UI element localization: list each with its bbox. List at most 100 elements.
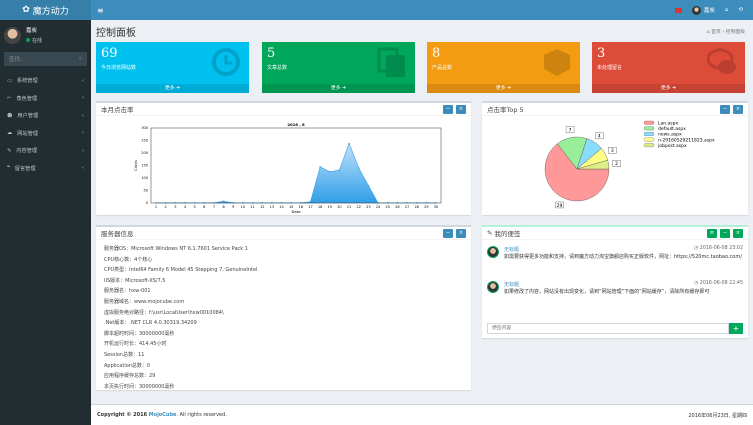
x-tick-label: 12 (260, 205, 264, 209)
chevron-left-icon: ‹ (81, 165, 84, 172)
edit-icon: ✎ (7, 147, 12, 154)
slice-label: 29 (557, 203, 563, 209)
app-logo[interactable]: ✿ 魔方动力 (0, 0, 91, 20)
x-tick-label: 17 (308, 205, 312, 209)
x-tick-label: 4 (184, 205, 187, 209)
note-item: 无标题 ◷ 2016-06-08 22:45 如果修改了内容，网站没有出现变化，请到… (482, 275, 748, 310)
files-icon (377, 47, 405, 77)
collapse-button[interactable]: − (720, 228, 730, 238)
slice-label: 2 (615, 161, 618, 167)
x-tick-label: 22 (357, 205, 361, 209)
area-series (155, 142, 437, 204)
x-tick-label: 10 (241, 205, 245, 209)
search-icon[interactable]: ⌕ (78, 55, 82, 62)
clock-icon (212, 48, 240, 76)
breadcrumb-home[interactable]: 首页 (711, 30, 721, 35)
chevron-left-icon: ‹ (81, 77, 84, 84)
data-point (328, 170, 331, 173)
logo-icon: ✿ (22, 5, 30, 15)
x-tick-label: 28 (414, 205, 418, 209)
collapse-button[interactable]: − (443, 228, 453, 238)
breadcrumb: ⌂ 首页 › 控制面板 (706, 30, 745, 35)
legend-entry: default.aspx (658, 126, 686, 132)
x-tick-label: 29 (424, 205, 428, 209)
data-point (367, 184, 370, 187)
note-title[interactable]: 无标题 (504, 247, 520, 253)
list-button[interactable]: ≡ (707, 228, 717, 238)
avatar (691, 5, 701, 15)
sidebar-item-0[interactable]: ▭ 系统管理 ‹ (7, 77, 84, 85)
collapse-button[interactable]: − (443, 104, 453, 114)
slice-label-box (555, 201, 564, 209)
legend-entry: jobpost.aspx (657, 143, 687, 149)
flag-icon[interactable] (674, 7, 682, 13)
slice-label-box (612, 160, 621, 167)
server-info-line: 虚拟服务绝对路径：f:\usr\LocalUser\hxw0010084\ (104, 309, 224, 316)
cloud-icon: ☁ (7, 130, 13, 137)
role-icon: ⌐ (7, 95, 12, 102)
page-title: 控制面板 (96, 28, 136, 39)
close-button[interactable]: × (733, 228, 743, 238)
user-menu[interactable]: 嘉炭 (691, 5, 715, 15)
top5-panel: 点击率Top 5− × 29 Lan.aspx 7 default.aspx 4 news.… (482, 101, 748, 215)
slice-label: 3 (611, 148, 614, 154)
data-point (348, 142, 350, 145)
server-info-line: 开机运行时长：414.45小时 (104, 341, 167, 348)
server-info-line: Application总数：0 (104, 362, 151, 369)
sidebar-item-1[interactable]: ⌐ 角色管理 ‹ (7, 95, 84, 102)
more-link[interactable]: 更多 ➜ (96, 84, 249, 93)
more-link[interactable]: 更多 ➜ (592, 84, 745, 93)
y-tick-label: 200 (141, 151, 148, 155)
x-tick-label: 27 (405, 205, 409, 209)
x-tick-label: 2 (165, 205, 167, 209)
close-button[interactable]: × (733, 104, 743, 114)
home-icon[interactable]: ⌂ (724, 7, 729, 13)
close-button[interactable]: × (456, 228, 466, 238)
chevron-left-icon: ‹ (81, 95, 84, 102)
server-info-line: CPU类型：Intel64 Family 6 Model 45 Stepping… (104, 267, 258, 274)
comments-icon (707, 48, 736, 74)
top5-pie-chart: 29 Lan.aspx 7 default.aspx 4 news.aspx 3 n-2016… (544, 121, 715, 209)
note-input[interactable] (487, 323, 729, 334)
x-tick-label: 6 (203, 205, 205, 209)
add-note-button[interactable]: + (729, 323, 743, 334)
legend-swatch (643, 126, 655, 131)
x-tick-label: 23 (366, 205, 370, 209)
y-tick-label: 150 (141, 164, 148, 168)
server-info-line: 脚本超时时间：30000000毫秒 (104, 330, 175, 337)
x-tick-label: 5 (194, 205, 196, 209)
brand-link[interactable]: MojoCube (148, 412, 177, 418)
data-point (319, 165, 321, 168)
online-dot-icon (26, 38, 30, 42)
cube-icon (544, 49, 570, 76)
legend-entry: news.aspx (658, 133, 682, 138)
server-info-line: IIS版本：Microsoft-IIS/7.5 (104, 277, 166, 284)
legend-swatch (643, 137, 655, 142)
collapse-button[interactable]: − (720, 104, 730, 114)
pie-slice (576, 159, 610, 170)
y-tick-label: 0 (146, 201, 148, 205)
stat-box-1: 5 文章总数 更多 ➜ (262, 42, 415, 93)
server-info-line: Session总数：11 (104, 351, 145, 358)
note-title[interactable]: 无标题 (504, 282, 520, 288)
more-link[interactable]: 更多 ➜ (427, 84, 580, 93)
data-point (338, 169, 341, 171)
x-axis-label: Date (291, 209, 301, 214)
slice-label-box (595, 132, 604, 140)
legend-entry: n-20160529211823.aspx (658, 137, 715, 143)
close-button[interactable]: × (456, 104, 466, 114)
sidebar-item-3[interactable]: ☁ 网站管理 ‹ (7, 130, 84, 137)
sidebar-search-input[interactable]: 查找... ⌕ (4, 52, 87, 66)
x-tick-label: 20 (337, 205, 341, 209)
y-tick-label: 250 (141, 139, 148, 143)
logout-icon[interactable]: ⟲ (738, 7, 743, 13)
sidebar-item-5[interactable]: ❝ 留言管理 ‹ (7, 165, 84, 172)
legend-swatch (643, 143, 655, 148)
legend-swatch (643, 132, 655, 136)
hamburger-icon[interactable]: ≡ (97, 5, 104, 15)
sidebar-item-4[interactable]: ✎ 内容管理 ‹ (7, 147, 84, 155)
sidebar-item-2[interactable]: ☻ 用户管理 ‹ (7, 112, 84, 120)
users-icon: ☻ (7, 112, 13, 119)
more-link[interactable]: 更多 ➜ (262, 84, 415, 93)
